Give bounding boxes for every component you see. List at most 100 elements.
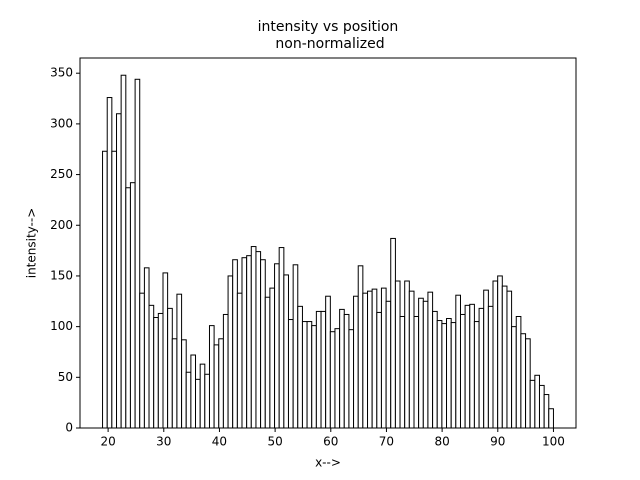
bar xyxy=(413,315,420,429)
bar xyxy=(204,373,210,429)
bar xyxy=(487,305,494,429)
bar xyxy=(143,267,150,429)
x-tick-label: 40 xyxy=(212,435,227,449)
bar xyxy=(478,307,485,429)
bar xyxy=(464,304,471,429)
bar xyxy=(176,293,183,429)
bar xyxy=(111,150,118,429)
x-tick-label: 60 xyxy=(323,435,338,449)
x-tick-label: 80 xyxy=(434,435,449,449)
bar xyxy=(287,319,294,429)
x-tick-label: 70 xyxy=(379,435,394,449)
bar xyxy=(185,371,192,429)
x-tick-label: 20 xyxy=(100,435,115,449)
bar xyxy=(292,264,299,429)
bar xyxy=(301,321,308,429)
bar xyxy=(213,344,220,429)
bar xyxy=(297,305,303,429)
bar xyxy=(227,275,234,429)
bar xyxy=(538,384,545,429)
y-tick-label: 250 xyxy=(50,167,73,181)
bar xyxy=(264,296,271,429)
bar xyxy=(404,280,410,429)
plot-frame xyxy=(79,57,577,429)
bar xyxy=(515,315,522,429)
bar xyxy=(311,325,317,429)
y-tick-label: 200 xyxy=(50,218,73,232)
chart-title: intensity vs position xyxy=(258,19,399,35)
bar xyxy=(543,394,550,429)
bar xyxy=(329,331,336,429)
bar xyxy=(343,313,350,429)
x-axis-label: x--> xyxy=(315,456,341,470)
bar xyxy=(222,313,229,429)
bar xyxy=(473,321,480,429)
bar xyxy=(511,326,517,429)
bar xyxy=(260,259,266,429)
bar xyxy=(236,292,243,429)
bar xyxy=(548,408,554,429)
bar xyxy=(422,300,429,429)
bar xyxy=(525,338,531,429)
bar xyxy=(162,272,169,429)
bar xyxy=(120,74,127,429)
bar xyxy=(116,113,122,429)
bar xyxy=(315,310,322,429)
bar xyxy=(181,339,187,429)
y-tick-label: 0 xyxy=(65,421,73,435)
bar xyxy=(497,275,503,429)
bar xyxy=(455,294,461,429)
bar xyxy=(394,280,401,429)
bar xyxy=(520,333,527,429)
bar xyxy=(399,315,406,429)
bar xyxy=(306,321,313,429)
bar xyxy=(269,287,276,429)
bar xyxy=(367,290,373,429)
bar xyxy=(357,265,364,429)
y-tick-label: 350 xyxy=(50,66,73,80)
bar xyxy=(380,287,387,429)
bar xyxy=(274,263,280,429)
bar xyxy=(325,295,331,429)
bar xyxy=(171,338,178,429)
x-tick-label: 90 xyxy=(490,435,505,449)
y-tick-label: 100 xyxy=(50,319,73,333)
y-axis-label: intensity--> xyxy=(25,208,39,279)
x-tick-label: 30 xyxy=(156,435,171,449)
bar xyxy=(353,295,359,429)
bar xyxy=(334,328,341,429)
bar xyxy=(469,303,475,429)
bar xyxy=(199,363,206,429)
y-tick-label: 300 xyxy=(50,116,73,130)
y-tick-label: 50 xyxy=(58,370,73,384)
bar xyxy=(385,300,392,429)
bar xyxy=(339,308,345,429)
bar xyxy=(348,329,355,429)
bar xyxy=(157,312,164,429)
bar xyxy=(102,150,108,429)
bar xyxy=(283,274,289,429)
bar xyxy=(190,354,197,429)
bar xyxy=(492,280,499,429)
bar xyxy=(125,187,131,429)
bar xyxy=(371,288,378,429)
bar xyxy=(106,97,113,429)
bar xyxy=(241,257,248,429)
bar xyxy=(529,379,536,429)
bar xyxy=(250,246,257,429)
bar xyxy=(390,237,396,429)
y-tick-label: 150 xyxy=(50,268,73,282)
bar xyxy=(320,310,327,429)
bar xyxy=(129,182,136,429)
bar xyxy=(459,313,466,429)
x-tick-label: 100 xyxy=(542,435,565,449)
bar xyxy=(450,322,457,429)
bar xyxy=(534,374,540,429)
bar xyxy=(208,325,215,429)
bar xyxy=(506,290,513,429)
bar xyxy=(483,289,489,429)
bar xyxy=(408,290,415,429)
bar xyxy=(376,311,382,429)
